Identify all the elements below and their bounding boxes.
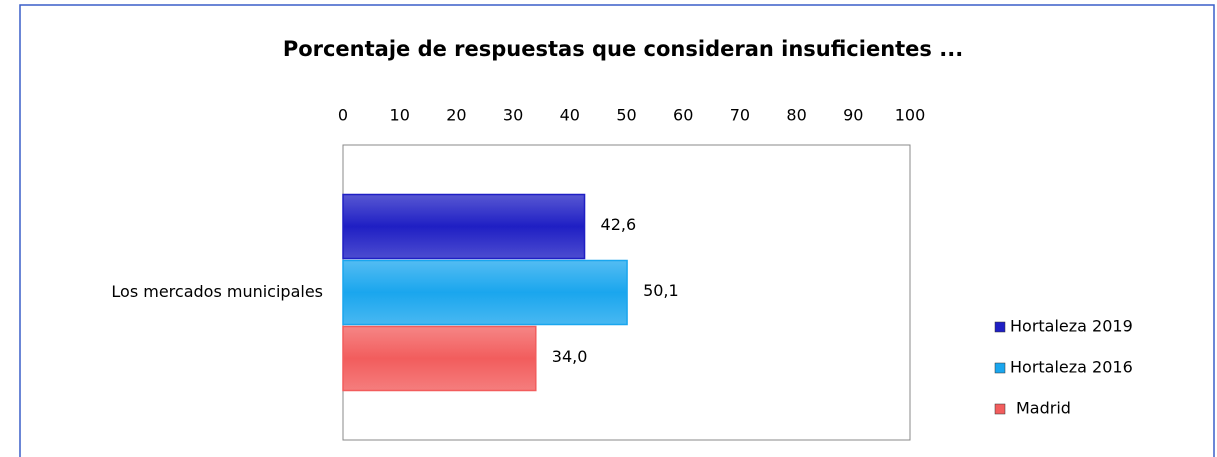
chart-title: Porcentaje de respuestas que consideran … <box>283 37 963 61</box>
y-tick-label: Los mercados municipales <box>111 282 323 301</box>
x-tick-label: 10 <box>390 106 410 125</box>
legend-swatch <box>994 403 1006 415</box>
legend-label: Hortaleza 2019 <box>1010 317 1133 336</box>
x-tick-label: 50 <box>616 106 636 125</box>
x-tick-label: 100 <box>895 106 926 125</box>
legend-label: Madrid <box>1016 399 1071 418</box>
outer-border <box>19 4 1215 457</box>
bar <box>342 325 537 392</box>
x-tick-label: 20 <box>446 106 466 125</box>
legend-swatch <box>994 362 1006 374</box>
bar <box>342 259 628 326</box>
value-label: 34,0 <box>552 347 588 366</box>
x-tick-label: 60 <box>673 106 693 125</box>
x-tick-label: 90 <box>843 106 863 125</box>
x-tick-label: 40 <box>560 106 580 125</box>
legend-label: Hortaleza 2016 <box>1010 358 1133 377</box>
x-tick-label: 70 <box>730 106 750 125</box>
x-tick-label: 0 <box>338 106 348 125</box>
value-label: 50,1 <box>643 281 679 300</box>
x-tick-label: 30 <box>503 106 523 125</box>
bar <box>342 193 586 260</box>
x-tick-label: 80 <box>786 106 806 125</box>
legend-swatch <box>994 321 1006 333</box>
value-label: 42,6 <box>601 215 637 234</box>
